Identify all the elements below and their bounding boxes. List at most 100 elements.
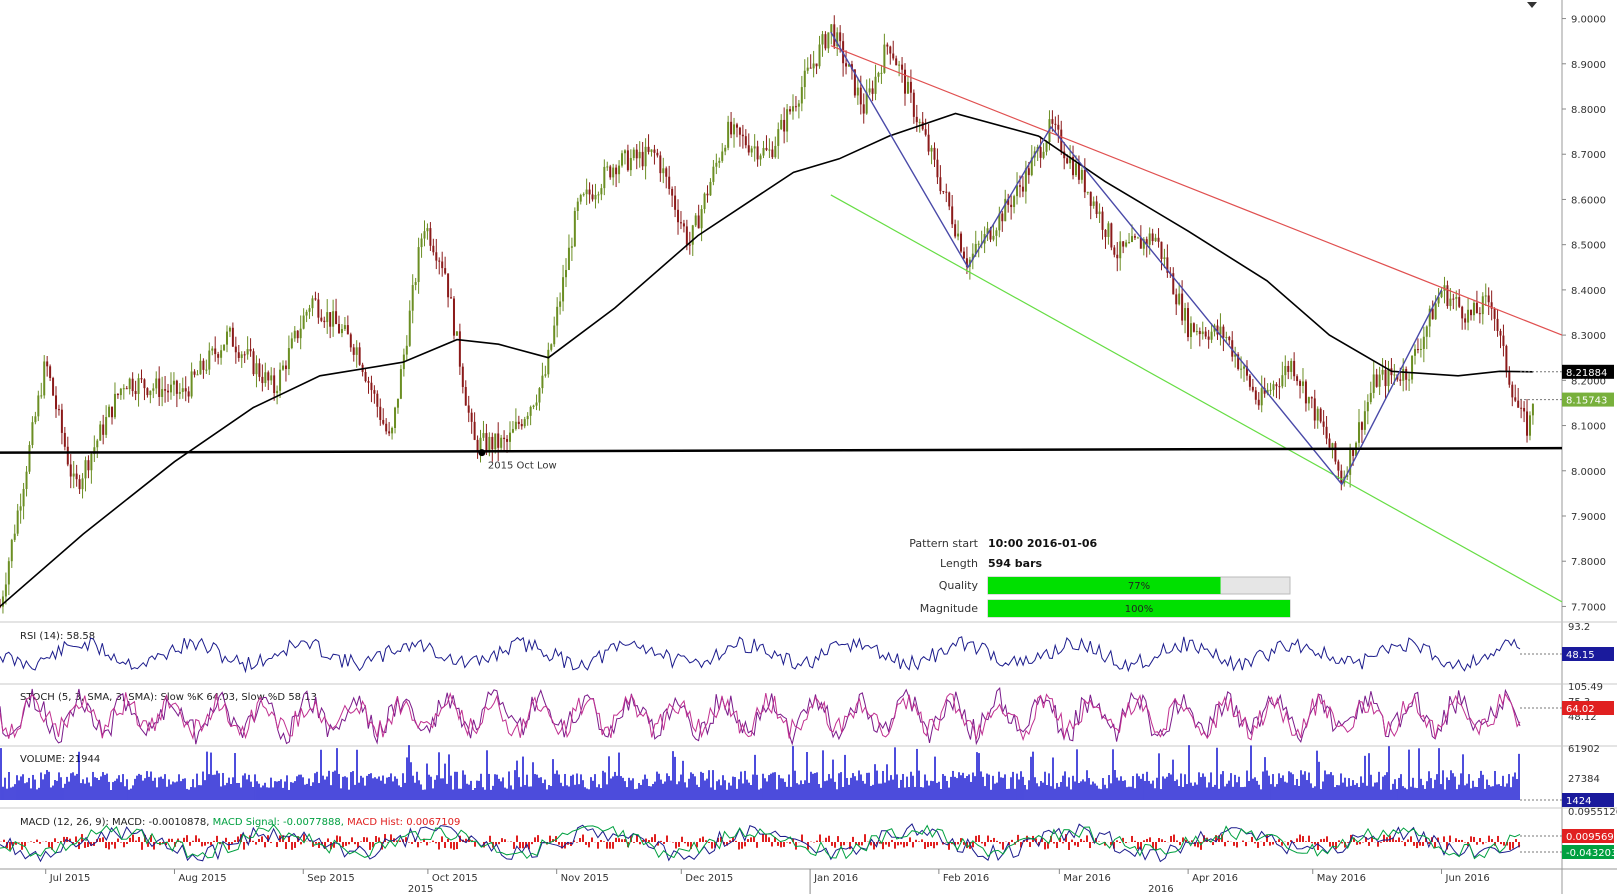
macd-title-signal: MACD Signal: -0.0077888, bbox=[213, 817, 344, 828]
candle-body bbox=[1511, 384, 1514, 398]
candle-body bbox=[1107, 223, 1110, 237]
candle-body bbox=[329, 312, 332, 327]
candle-body bbox=[485, 433, 488, 451]
candle-body bbox=[352, 347, 355, 355]
candle-body bbox=[830, 24, 833, 33]
candle-body bbox=[388, 431, 391, 434]
candle-body bbox=[1352, 448, 1355, 456]
indicator-lines-layer: 2015 Oct Low bbox=[0, 31, 1563, 608]
y-tick-label: 8.5000 bbox=[1571, 241, 1606, 252]
pattern-start-label: Pattern start bbox=[909, 537, 978, 550]
candle-body bbox=[559, 301, 562, 307]
candle-body bbox=[1066, 158, 1069, 164]
candle-body bbox=[535, 402, 538, 406]
candle-body bbox=[234, 346, 237, 353]
candle-body bbox=[90, 454, 93, 471]
candle-body bbox=[1260, 388, 1263, 406]
candle-body bbox=[877, 72, 880, 77]
candle-body bbox=[744, 136, 747, 146]
candle-body bbox=[164, 389, 167, 391]
candle-body bbox=[738, 127, 741, 135]
candle-body bbox=[491, 436, 494, 450]
candle-body bbox=[175, 380, 178, 394]
candle-body bbox=[514, 421, 517, 430]
candle-body bbox=[373, 390, 376, 394]
candle-body bbox=[609, 166, 612, 178]
candle-body bbox=[591, 194, 594, 200]
candle-body bbox=[1378, 374, 1381, 387]
panel-tag-box bbox=[1562, 647, 1614, 661]
candle-body bbox=[420, 238, 423, 248]
candle-body bbox=[989, 228, 992, 240]
candle-body bbox=[579, 195, 582, 202]
candle-body bbox=[1010, 204, 1013, 208]
candle-body bbox=[511, 429, 514, 433]
candle-body bbox=[623, 150, 626, 154]
candle-body bbox=[1013, 196, 1016, 208]
candle-body bbox=[1027, 168, 1030, 176]
candle-body bbox=[1470, 309, 1473, 316]
candle-body bbox=[939, 177, 942, 192]
candle-body bbox=[1523, 407, 1526, 412]
candle-body bbox=[918, 121, 921, 123]
candle-body bbox=[1016, 185, 1019, 197]
candle-body bbox=[376, 393, 379, 407]
candle-body bbox=[111, 406, 114, 418]
candle-body bbox=[1304, 381, 1307, 404]
candle-body bbox=[267, 372, 270, 381]
y-tick-label: 8.7000 bbox=[1571, 150, 1606, 161]
candle-body bbox=[800, 87, 803, 104]
magnitude-label: Magnitude bbox=[920, 602, 979, 615]
volume-scale-2: 27384 bbox=[1568, 774, 1600, 785]
pattern-start-value: 10:00 2016-01-06 bbox=[988, 537, 1098, 550]
candle-body bbox=[697, 215, 700, 229]
candle-body bbox=[435, 252, 438, 261]
candle-body bbox=[1369, 392, 1372, 403]
candle-body bbox=[25, 471, 28, 489]
candle-body bbox=[1449, 298, 1452, 307]
candle-body bbox=[261, 376, 264, 384]
candle-body bbox=[1411, 355, 1414, 380]
candle-body bbox=[367, 381, 370, 383]
candle-body bbox=[1357, 422, 1360, 443]
candle-body bbox=[1125, 242, 1128, 247]
candle-body bbox=[479, 437, 482, 453]
candle-body bbox=[892, 53, 895, 59]
candle-body bbox=[853, 69, 856, 96]
candle-body bbox=[19, 506, 22, 511]
candle-body bbox=[974, 243, 977, 254]
candle-body bbox=[323, 320, 326, 323]
candle-body bbox=[1101, 211, 1104, 230]
candle-body bbox=[1248, 375, 1251, 387]
candle-body bbox=[508, 432, 511, 442]
candle-body bbox=[1231, 340, 1234, 357]
candle-body bbox=[1325, 426, 1328, 439]
candle-body bbox=[1192, 323, 1195, 332]
candle-body bbox=[408, 310, 411, 346]
candle-body bbox=[836, 32, 839, 47]
candle-body bbox=[482, 433, 485, 438]
candle-body bbox=[1080, 169, 1083, 180]
candle-body bbox=[193, 371, 196, 375]
candle-body bbox=[181, 388, 184, 392]
candle-body bbox=[1069, 156, 1072, 164]
candle-body bbox=[948, 192, 951, 207]
price-tags: 8.21884 8.15743 48.15 64.02 1424 0.0095698 -0.… bbox=[1520, 364, 1617, 859]
candle-body bbox=[1172, 273, 1175, 295]
x-month-label: May 2016 bbox=[1317, 873, 1366, 884]
candle-body bbox=[668, 176, 671, 189]
candle-body bbox=[694, 215, 697, 226]
candle-body bbox=[1089, 191, 1092, 206]
candle-body bbox=[612, 167, 615, 178]
candle-body bbox=[470, 412, 473, 422]
candle-body bbox=[43, 361, 46, 396]
candle-body bbox=[936, 159, 939, 178]
candle-body bbox=[1136, 237, 1139, 239]
candle-body bbox=[199, 360, 202, 375]
candle-body bbox=[113, 393, 116, 418]
candle-body bbox=[615, 167, 618, 175]
candle-body bbox=[240, 354, 243, 358]
candle-body bbox=[730, 121, 733, 135]
price-tag-value: 8.15743 bbox=[1566, 396, 1607, 407]
candle-body bbox=[1240, 368, 1243, 370]
